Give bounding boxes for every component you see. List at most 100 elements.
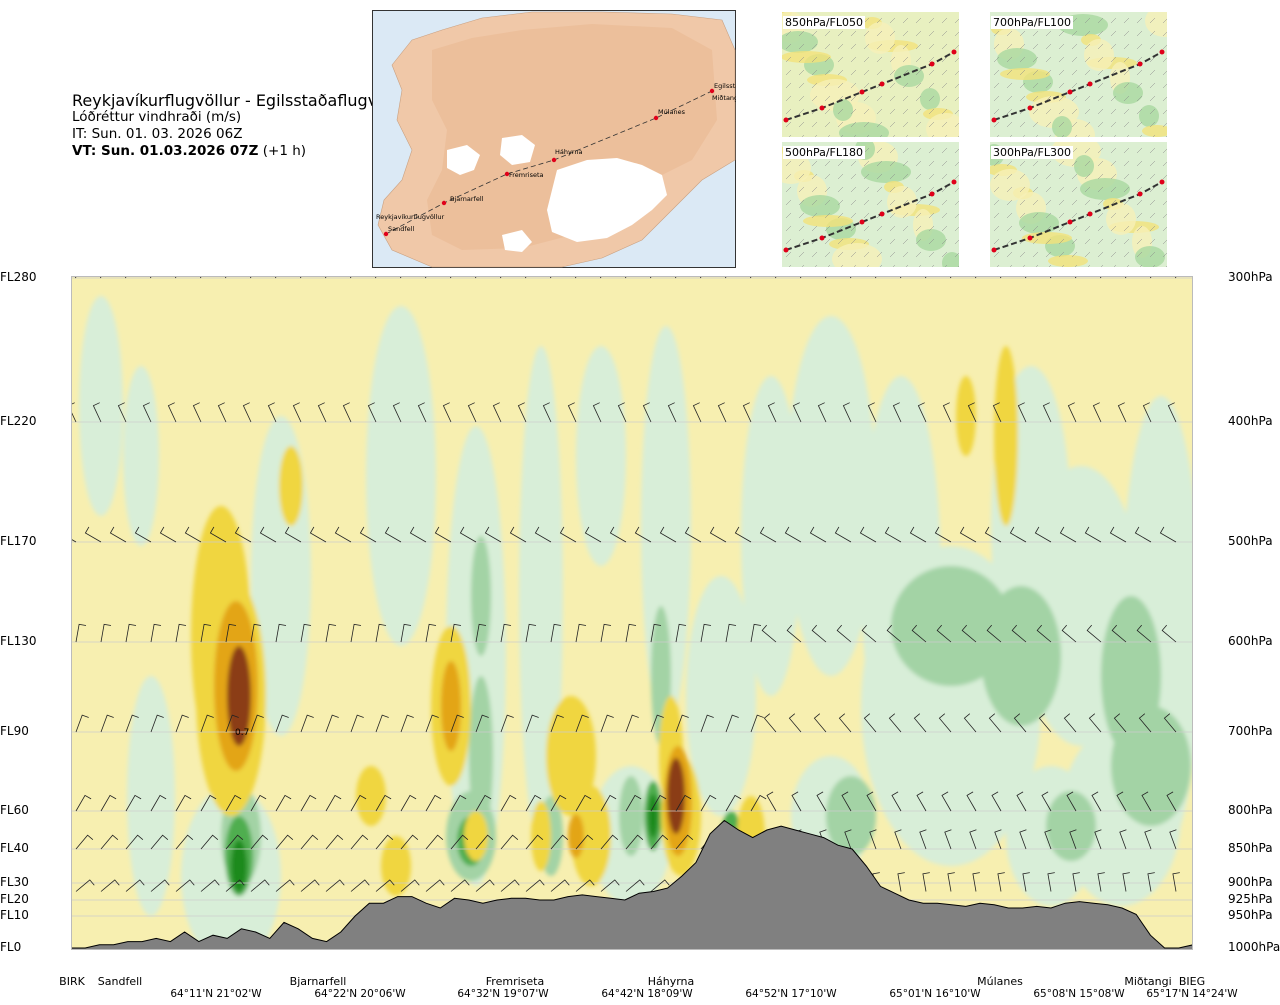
wind-barb [259,526,277,543]
wind-barb [367,402,377,423]
wind-barb [861,624,877,643]
panel-barb [1097,225,1104,232]
wind-barb [100,834,119,850]
panel-field-blob [778,31,818,53]
panel-barb [993,225,1000,232]
wind-barb [891,791,902,812]
panel-barb [863,160,870,167]
downdraft-max-1 [667,758,685,834]
wind-barb [350,879,370,892]
wind-barb [692,402,702,423]
wind-barb [400,879,420,892]
panel-barb [824,69,831,76]
panel-barb [1136,147,1143,154]
panel-barb [915,147,922,154]
wind-barb [625,623,637,643]
wind-barb [766,791,777,812]
panel-barb [863,108,870,115]
hpa-label: 700hPa [1228,724,1273,738]
panel-barb [1097,30,1104,37]
panel-barb [798,82,805,89]
wind-barb [967,402,977,423]
wind-barb [1159,526,1177,543]
panel-barb [850,251,857,258]
wind-barb [475,834,494,850]
panel-barb [1136,69,1143,76]
panel-barb [1019,199,1026,206]
panel-barb [1019,173,1026,180]
wind-barb [659,526,677,543]
panel-field-blob [1106,203,1136,235]
x-coordinate-label: 64°52'N 17°10'W [745,988,837,1000]
wind-barb [1167,402,1177,423]
updraft-mod-0 [471,536,491,656]
panel-500-title: 500hPa/FL180 [783,146,866,159]
panel-barb [1045,173,1052,180]
panel-barb [993,95,1000,102]
panel-barb [902,199,909,206]
wind-barb [961,624,977,643]
panel-barb [1097,147,1104,154]
panel-barb [1019,121,1026,128]
wind-barb [209,526,227,543]
panel-barb [1149,225,1156,232]
panel-barb [1097,69,1104,76]
panel-barb [889,173,896,180]
wind-barb [325,623,337,643]
panel-barb [863,121,870,128]
x-coordinate-label: 64°22'N 20°06'W [314,988,406,1000]
panel-barb [1110,95,1117,102]
panel-barb [1149,17,1156,24]
panel-barb [1019,69,1026,76]
panel-barb [1149,95,1156,102]
panel-barb [785,173,792,180]
wind-barb [384,526,402,543]
waypoint-mulanes [653,115,659,121]
wind-barb [1147,872,1155,892]
panel-barb [1136,17,1143,24]
wind-barb [500,623,512,643]
panel-barb [863,56,870,63]
route-map: Reykjavíkurflugvöllur Sandfell Bjarnarfe… [372,10,736,268]
wind-barb [867,402,877,423]
wind-barb [375,879,395,892]
updraft-mod-10 [826,776,876,856]
wind-barb [1091,791,1102,812]
panel-barb [824,173,831,180]
panel-barb [1084,95,1091,102]
panel-barb [1136,212,1143,219]
panel-barb [1032,160,1039,167]
panel-barb [811,173,818,180]
wind-barb [450,879,470,892]
panel-barb [1045,82,1052,89]
wind-barb [92,402,102,423]
wind-barb [275,714,289,733]
wind-barb [650,794,667,812]
panel-waypoint [991,247,997,253]
panel-barb [1097,173,1104,180]
panel-field-blob [1113,82,1143,104]
wind-barb [1044,829,1052,850]
wind-barb [916,791,927,812]
panel-barb [915,17,922,24]
wind-barb [1061,624,1077,643]
wind-barb [642,402,652,423]
panel-barb [1019,43,1026,50]
waypoint-egilsstadir [709,88,715,94]
panel-barb [837,173,844,180]
hpa-label: 400hPa [1228,414,1273,428]
panel-route [993,51,1163,121]
panel-barb [915,160,922,167]
updraft-weak-2 [127,676,175,916]
panel-barb [824,225,831,232]
panel-500: 500hPa/FL180 [768,138,962,275]
wind-barb [1069,829,1077,850]
wind-barb [1011,624,1027,643]
panel-barb [1006,160,1013,167]
wind-barb [963,713,977,733]
panel-barb [1071,121,1078,128]
panel-barb [889,225,896,232]
wind-barb [442,402,452,423]
wind-barb [71,402,77,423]
panel-barb [889,17,896,24]
